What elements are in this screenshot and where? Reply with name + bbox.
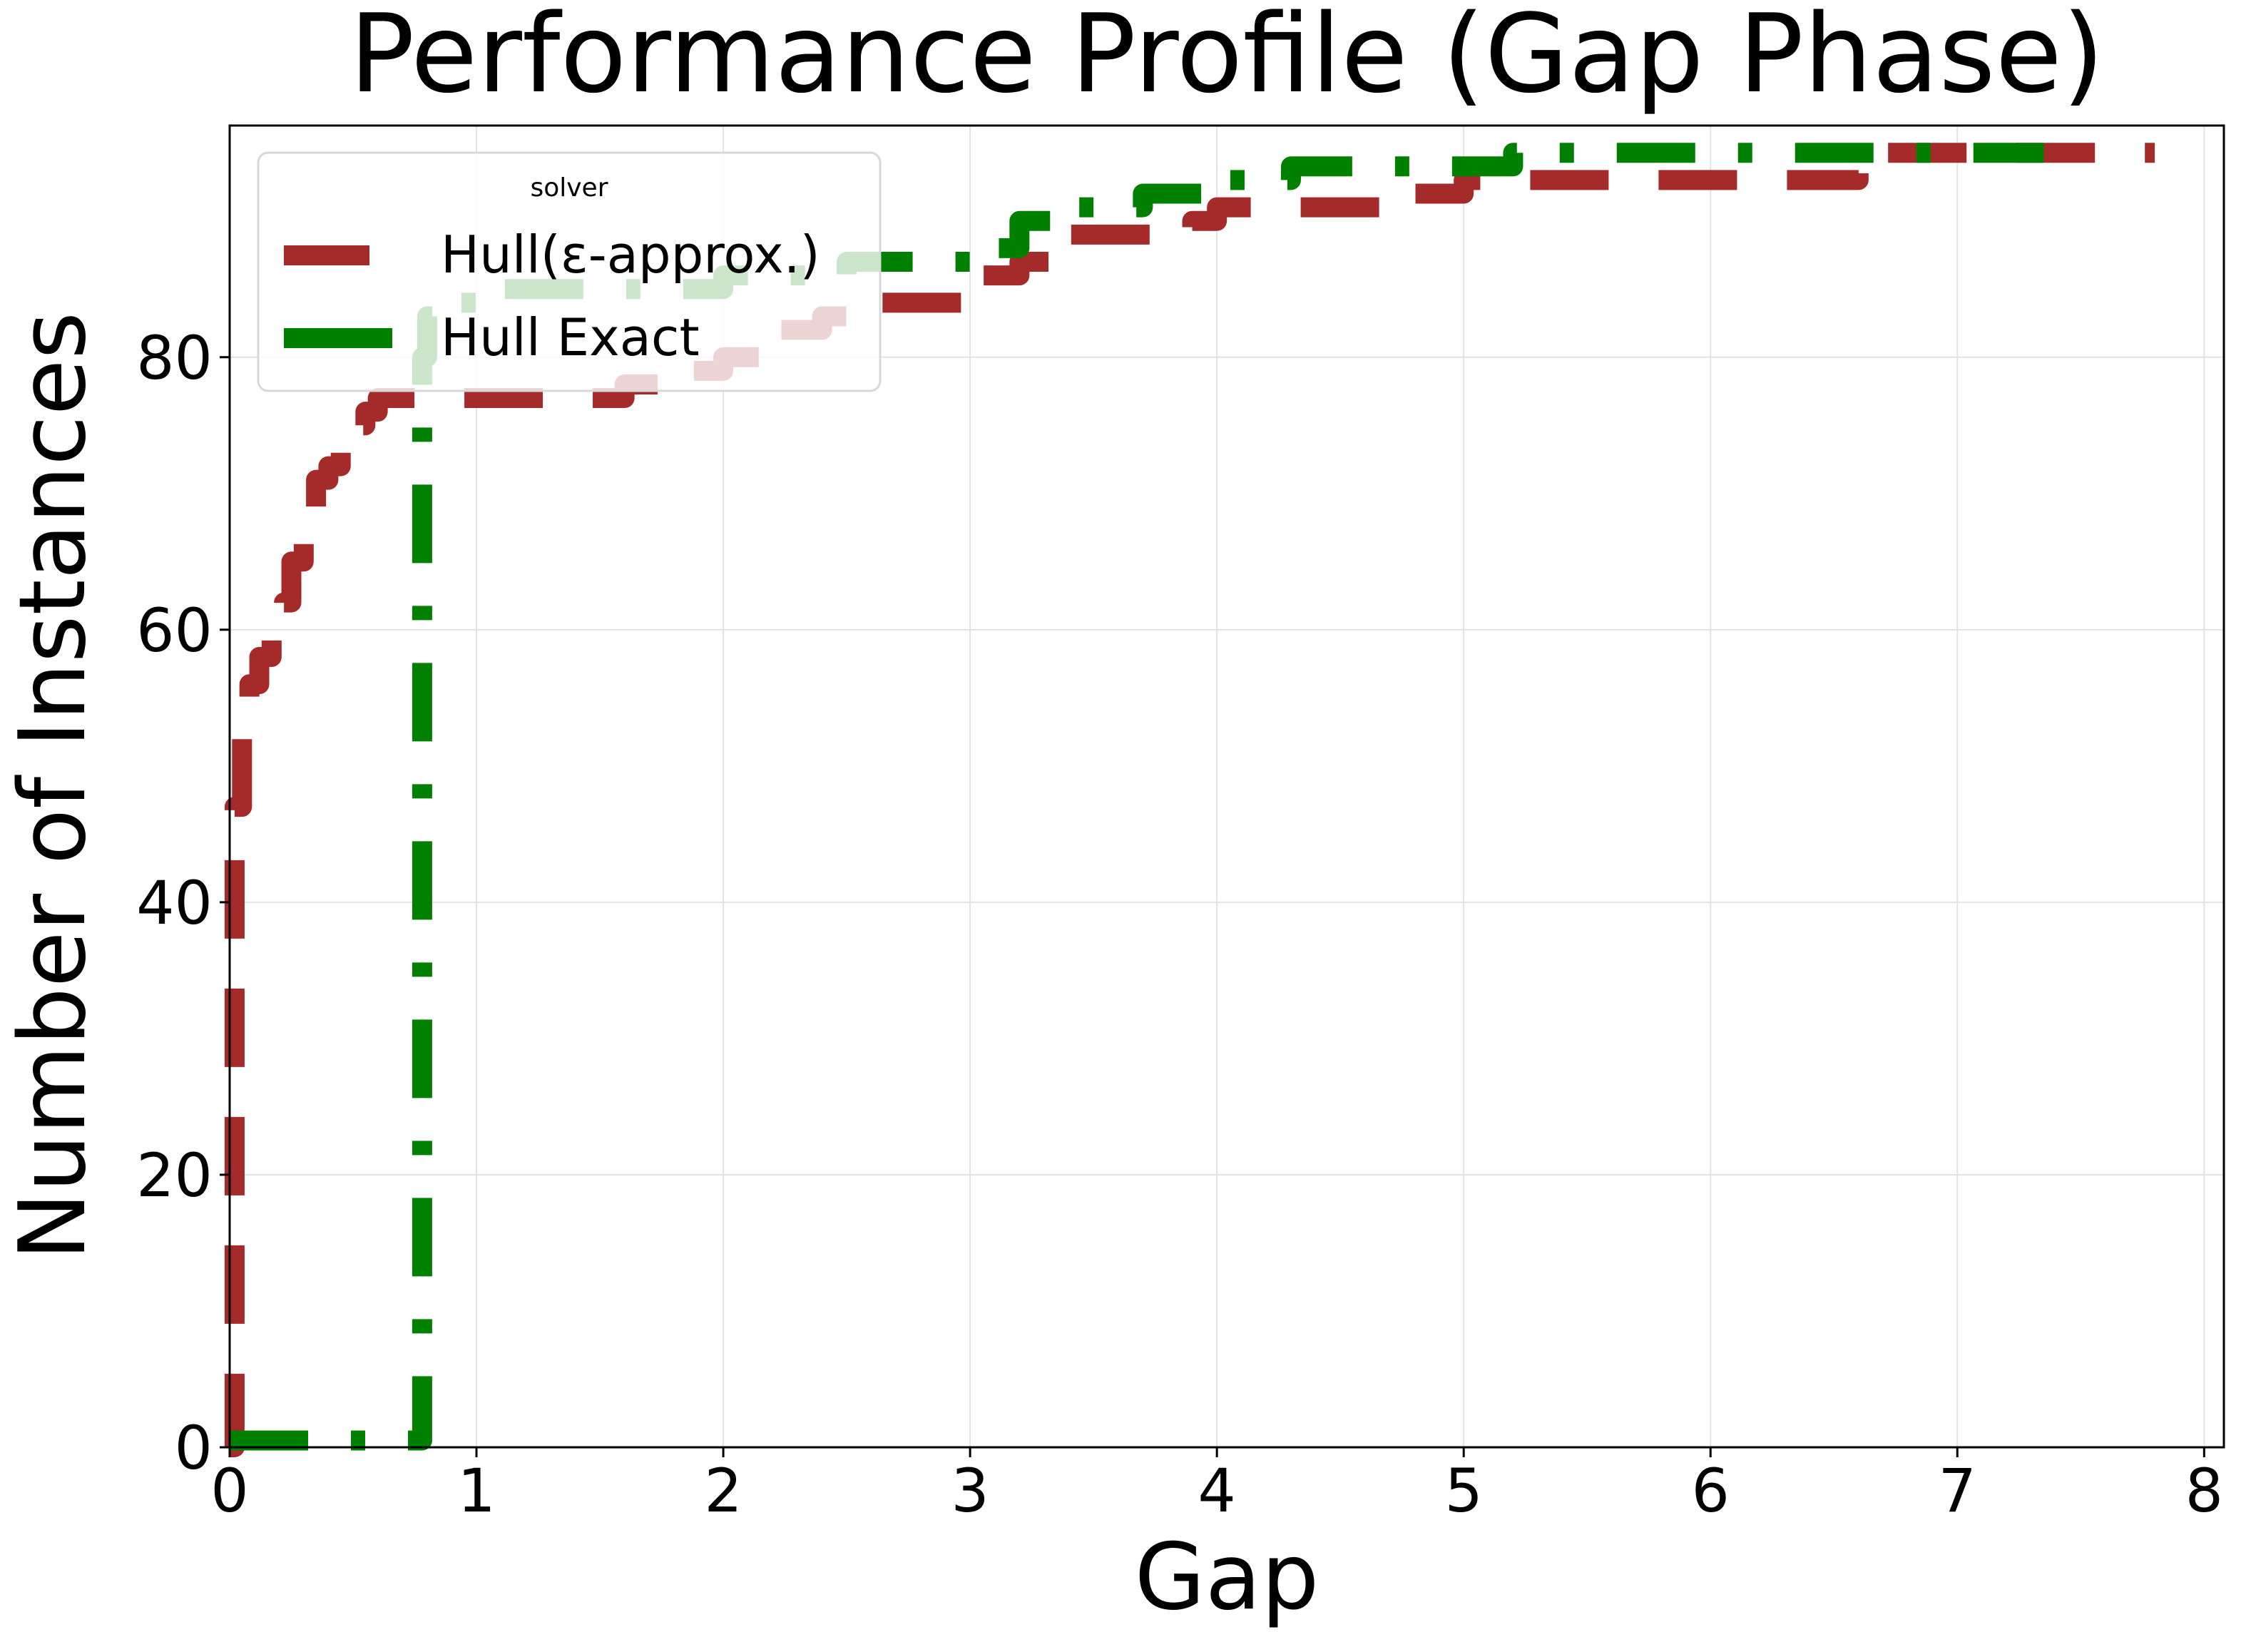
x-tick-label: 5 xyxy=(1444,1456,1482,1526)
x-tick-label: 1 xyxy=(457,1456,495,1526)
legend-title: solver xyxy=(530,173,608,203)
x-tick-label: 4 xyxy=(1198,1456,1235,1526)
x-axis-label: Gap xyxy=(1135,1524,1319,1631)
y-tick-label: 40 xyxy=(136,868,213,938)
y-tick-label: 60 xyxy=(136,596,213,666)
y-tick-label: 80 xyxy=(136,323,213,393)
y-axis-label: Number of Instances xyxy=(0,312,106,1260)
x-tick-label: 0 xyxy=(210,1456,248,1526)
legend: solver Hull(ε-approx.) Hull Exact xyxy=(257,151,882,392)
x-tick-label: 3 xyxy=(951,1456,989,1526)
legend-label-hull-exact: Hull Exact xyxy=(441,307,700,367)
y-tick-label: 20 xyxy=(136,1141,213,1210)
grid xyxy=(229,126,2224,1448)
x-tick-label: 8 xyxy=(2185,1456,2223,1526)
legend-label-hull-approx: Hull(ε-approx.) xyxy=(441,225,820,285)
y-tick-label: 0 xyxy=(175,1413,213,1483)
chart-title: Performance Profile (Gap Phase) xyxy=(349,0,2105,117)
plot-frame xyxy=(228,124,2225,1449)
legend-box xyxy=(257,151,882,392)
x-tick-label: 2 xyxy=(704,1456,742,1526)
x-tick-label: 6 xyxy=(1692,1456,1730,1526)
x-tick-label: 7 xyxy=(1939,1456,1976,1526)
